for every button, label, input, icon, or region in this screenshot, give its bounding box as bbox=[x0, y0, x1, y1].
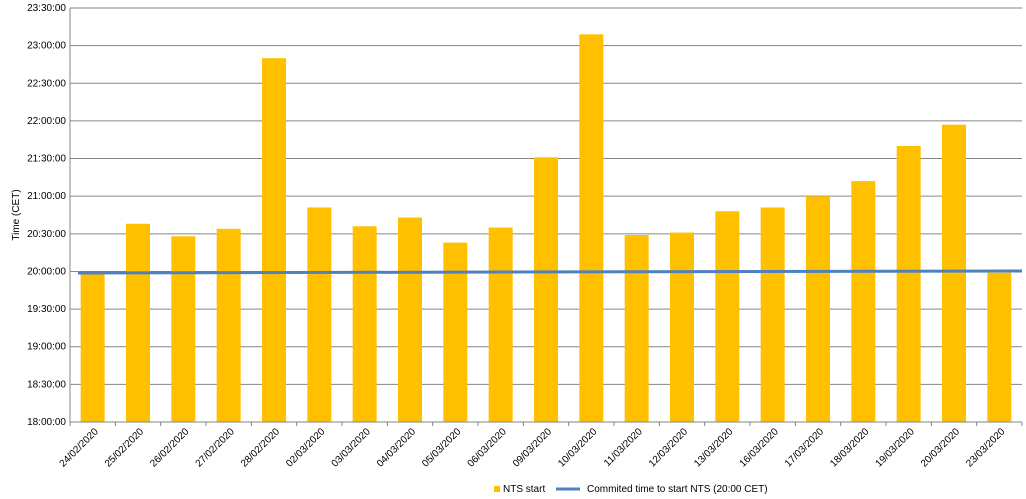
x-tick-label: 26/02/2020 bbox=[148, 426, 191, 469]
bar-nts-start bbox=[80, 272, 105, 422]
bar-nts-start bbox=[398, 217, 422, 422]
bar-nts-start bbox=[760, 207, 785, 422]
bar-nts-start bbox=[806, 196, 830, 422]
x-tick-label: 24/02/2020 bbox=[58, 426, 101, 469]
x-tick-label: 03/03/2020 bbox=[330, 426, 373, 469]
bar-nts-start bbox=[307, 207, 332, 422]
x-tick-label: 28/02/2020 bbox=[239, 426, 282, 469]
bar-nts-start bbox=[216, 228, 241, 422]
bar-nts-start bbox=[262, 58, 286, 422]
y-tick-label: 21:30:00 bbox=[27, 154, 66, 165]
commitment-line bbox=[77, 269, 1023, 275]
x-tick-label: 05/03/2020 bbox=[420, 426, 463, 469]
bar-nts-start bbox=[942, 124, 966, 422]
legend-label-commitment: Commited time to start NTS (20:00 CET) bbox=[587, 484, 768, 495]
bar-nts-start bbox=[488, 227, 513, 422]
legend: NTS start Commited time to start NTS (20… bbox=[494, 484, 768, 495]
bar-nts-start bbox=[987, 272, 1012, 422]
x-tick-label: 18/03/2020 bbox=[828, 426, 871, 469]
y-tick-label: 19:30:00 bbox=[27, 304, 66, 315]
bar-nts-start bbox=[715, 211, 740, 422]
bar-nts-start bbox=[534, 157, 558, 423]
x-tick-label: 13/03/2020 bbox=[692, 426, 735, 469]
x-tick-label: 12/03/2020 bbox=[647, 426, 690, 469]
y-tick-labels: 18:00:00 18:30:00 19:00:00 19:30:00 20:00:00… bbox=[27, 3, 66, 428]
y-tick-label: 21:00:00 bbox=[27, 191, 66, 202]
x-tick-label: 16/03/2020 bbox=[738, 426, 781, 469]
legend-label-nts-start: NTS start bbox=[503, 484, 545, 495]
axes bbox=[69, 8, 1023, 426]
bar-nts-start bbox=[171, 236, 196, 422]
y-tick-label: 18:30:00 bbox=[27, 379, 66, 390]
y-tick-label: 20:30:00 bbox=[27, 229, 66, 240]
y-axis-title: Time (CET) bbox=[11, 189, 22, 240]
y-tick-label: 23:00:00 bbox=[27, 41, 66, 52]
legend-swatch-nts-start bbox=[494, 486, 500, 492]
y-tick-label: 20:00:00 bbox=[27, 266, 66, 277]
x-tick-label: 11/03/2020 bbox=[602, 426, 645, 469]
x-tick-label: 20/03/2020 bbox=[919, 426, 962, 469]
x-tick-label: 17/03/2020 bbox=[783, 426, 826, 469]
y-tick-label: 18:00:00 bbox=[27, 417, 66, 428]
y-tick-label: 22:00:00 bbox=[27, 116, 66, 127]
bar-nts-start bbox=[126, 223, 150, 422]
bar-nts-start bbox=[624, 235, 649, 422]
y-tick-label: 22:30:00 bbox=[27, 78, 66, 89]
bars bbox=[80, 34, 1012, 423]
x-tick-label: 04/03/2020 bbox=[375, 426, 418, 469]
commitment-line-path bbox=[77, 269, 1023, 275]
x-tick-labels: 24/02/2020 25/02/2020 26/02/2020 27/02/2020… bbox=[58, 426, 1008, 469]
x-tick-label: 06/03/2020 bbox=[466, 426, 509, 469]
x-tick-label: 02/03/2020 bbox=[284, 426, 327, 469]
bar-nts-start bbox=[579, 34, 604, 422]
bar-nts-start bbox=[851, 181, 876, 422]
bar-nts-start bbox=[896, 146, 921, 422]
x-tick-label: 10/03/2020 bbox=[556, 426, 599, 469]
y-tick-label: 19:00:00 bbox=[27, 342, 66, 353]
x-tick-label: 19/03/2020 bbox=[874, 426, 917, 469]
x-tick-label: 27/02/2020 bbox=[194, 426, 237, 469]
bar-nts-start bbox=[670, 232, 694, 422]
bar-nts-start bbox=[352, 226, 377, 422]
y-tick-label: 23:30:00 bbox=[27, 3, 66, 14]
x-tick-label: 23/03/2020 bbox=[964, 426, 1007, 469]
x-tick-label: 09/03/2020 bbox=[511, 426, 554, 469]
bar-nts-start bbox=[443, 242, 468, 422]
x-tick-label: 25/02/2020 bbox=[103, 426, 146, 469]
